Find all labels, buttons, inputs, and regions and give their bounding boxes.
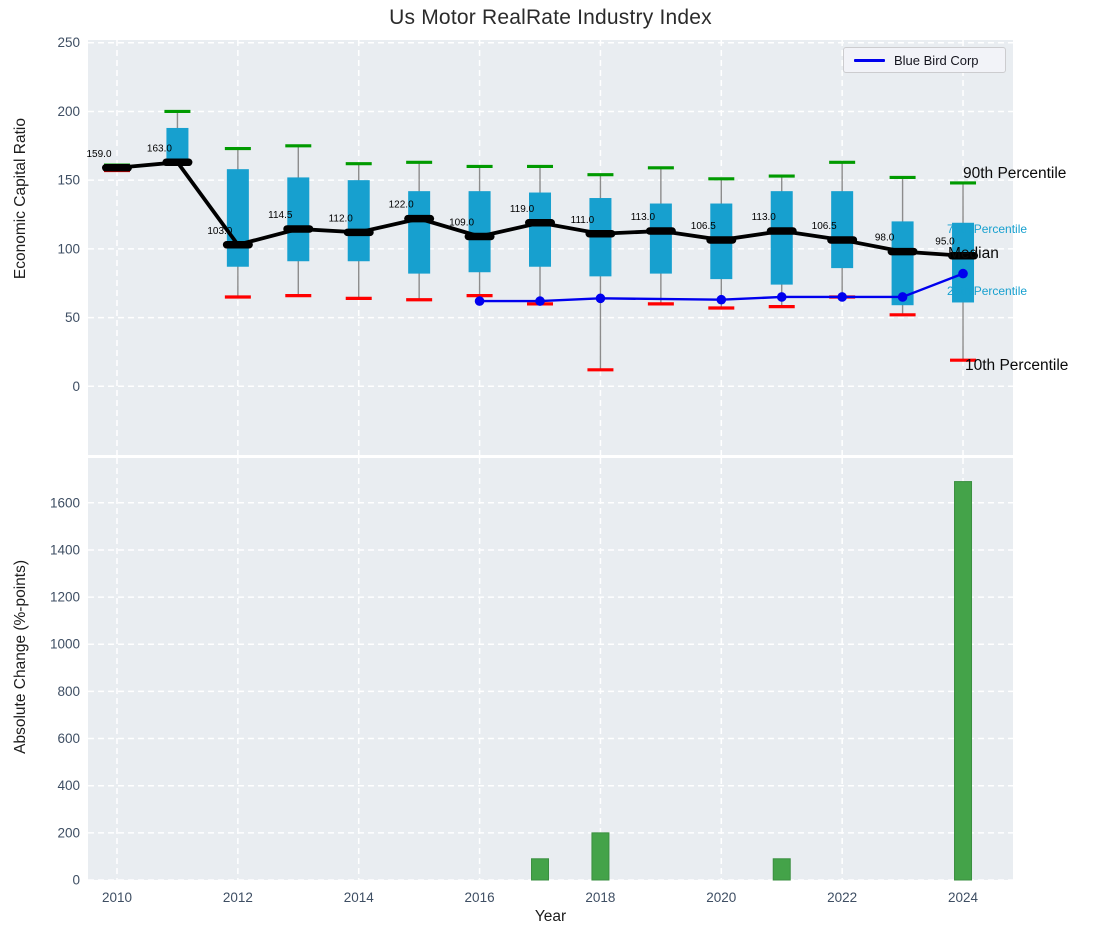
y-tick-label: 1200 [50,590,80,605]
median-value-label: 163.0 [147,143,172,154]
blue-bird-point-2024 [958,269,968,279]
median-marker-2023 [888,248,918,256]
x-axis-label: Year [88,908,1013,926]
industry-index-figure: 159.0 163.0 103.0 114.5 112.0 122.0 109.0 119.0… [0,0,1098,942]
median-value-label: 122.0 [389,200,414,211]
percentile-box [771,191,793,284]
percentile-box [227,169,249,267]
blue-bird-point-2023 [898,292,908,302]
median-marker-2019 [646,227,676,235]
median-marker-2021 [767,227,797,235]
chart-title: Us Motor RealRate Industry Index [88,6,1013,30]
annotation-90th-percentile: 90th Percentile [963,165,1066,183]
x-tick-label: 2012 [223,890,253,905]
median-value-label: 106.5 [812,221,837,232]
bottom-plot-area [88,458,1013,880]
legend-label: Blue Bird Corp [894,53,979,68]
change-bar-2017 [532,859,549,880]
median-value-label: 159.0 [86,149,111,160]
median-value-label: 113.0 [631,212,656,223]
median-marker-2017 [525,219,555,227]
industry-index-chart: 159.0 163.0 103.0 114.5 112.0 122.0 109.0 119.0… [0,0,1098,942]
y-tick-label: 250 [57,35,80,50]
blue-bird-point-2017 [535,296,545,306]
y-tick-label: 0 [72,379,80,394]
y-tick-label: 150 [57,173,80,188]
annotation-10th-percentile: 10th Percentile [965,357,1068,375]
y-tick-label: 200 [57,104,80,119]
median-value-label: 106.5 [691,221,716,232]
median-value-label: 98.0 [875,233,895,244]
blue-bird-point-2021 [777,292,787,302]
y-tick-label: 100 [57,241,80,256]
bottom-y-axis-label: Absolute Change (%-points) [12,560,30,754]
blue-bird-point-2018 [596,294,606,304]
y-tick-label: 50 [65,310,80,325]
change-bar-2024 [955,482,972,880]
median-marker-2011 [162,159,192,167]
annotation-25th-percentile: 25th Percentile [947,284,1027,298]
median-value-label: 114.5 [268,210,293,221]
change-bar-2018 [592,833,609,880]
y-tick-label: 1600 [50,495,80,510]
y-tick-label: 400 [57,778,80,793]
y-tick-label: 200 [57,825,80,840]
blue-bird-point-2022 [837,292,847,302]
y-tick-label: 1000 [50,637,80,652]
median-value-label: 113.0 [752,212,777,223]
x-tick-label: 2024 [948,890,979,905]
top-y-axis-label: Economic Capital Ratio [12,118,30,279]
blue-bird-point-2016 [475,296,485,306]
percentile-box [469,191,491,272]
median-marker-2015 [404,215,434,223]
median-value-label: 119.0 [510,204,535,215]
annotation-median: Median [948,245,999,263]
x-tick-label: 2014 [344,890,375,905]
y-tick-label: 800 [57,684,80,699]
median-value-label: 109.0 [449,218,474,229]
median-marker-2014 [344,229,374,237]
y-tick-label: 600 [57,731,80,746]
y-tick-label: 0 [72,873,80,888]
median-marker-2022 [827,236,857,244]
x-tick-label: 2022 [827,890,857,905]
x-tick-label: 2010 [102,890,132,905]
x-tick-label: 2020 [706,890,736,905]
median-marker-2010 [102,164,132,172]
x-tick-label: 2016 [465,890,495,905]
x-tick-label: 2018 [585,890,615,905]
median-marker-2020 [706,236,736,244]
change-bar-2021 [773,859,790,880]
blue-bird-point-2020 [717,295,727,305]
median-marker-2016 [465,233,495,241]
legend: Blue Bird Corp [843,47,1006,73]
legend-line-sample [854,59,885,62]
median-marker-2018 [585,230,615,238]
median-value-label: 111.0 [571,215,595,226]
median-value-label: 112.0 [329,213,354,224]
median-marker-2013 [283,225,313,233]
median-value-label: 103.0 [207,226,232,237]
annotation-75th-percentile: 75th Percentile [947,222,1027,236]
median-marker-2012 [223,241,253,249]
y-tick-label: 1400 [50,542,80,557]
